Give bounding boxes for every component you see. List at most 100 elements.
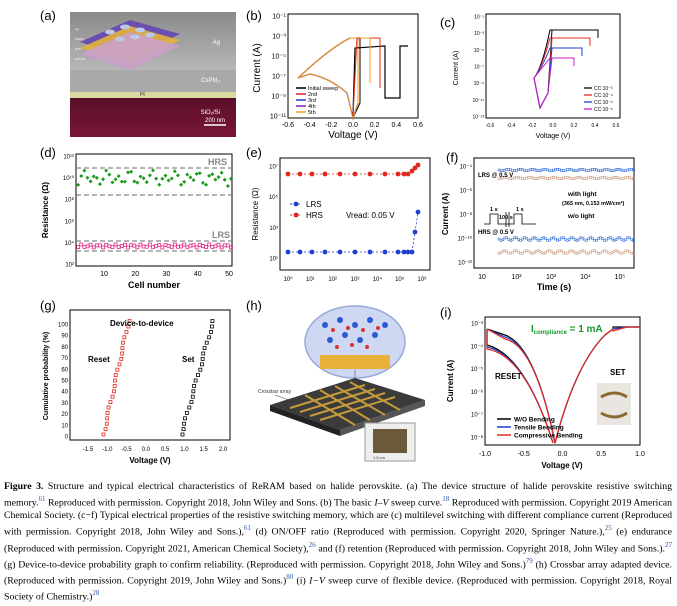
c-legend-entry: CC:10⁻⁴ <box>594 93 613 99</box>
d-lrs-point <box>163 243 168 247</box>
f-hrs-dark-point <box>560 249 563 253</box>
y-tick-label: 10³ <box>269 226 278 232</box>
e-legend-entry: LRS <box>306 200 322 209</box>
d-lrs-point <box>185 245 190 250</box>
f-hrs-dark-point <box>593 249 596 252</box>
d-lrs-point <box>166 243 171 248</box>
h-crossbar-label: Crossbar array <box>258 389 292 395</box>
y-tick-label: 10 <box>61 423 68 429</box>
y-tick-label: 10⁴ <box>65 240 75 247</box>
y-tick-label: 10² <box>65 263 74 269</box>
panel-label-d: (d) <box>40 145 56 160</box>
f-hrs-dark-point <box>583 250 587 253</box>
f-hrs-light-point <box>614 238 618 242</box>
e-hrs-point <box>395 171 401 177</box>
d-lrs-point <box>160 245 165 250</box>
e-ylabel: Resistance (Ω) <box>251 187 260 240</box>
d-lrs-point <box>207 242 212 247</box>
g-set-point <box>187 405 192 410</box>
f-hrs-dark-point <box>577 251 581 254</box>
d-hrs-point <box>147 173 152 178</box>
d-lrs-point <box>101 245 105 250</box>
f-hrs-dark-point <box>499 251 503 254</box>
i-ylabel: Current (A) <box>446 360 455 403</box>
y-tick-label: 10⁻⁵ <box>471 366 484 373</box>
x-tick-label: 10² <box>511 274 522 281</box>
i-compliance: Icompliance = 1 mA <box>531 324 603 336</box>
d-hrs-point <box>194 171 199 176</box>
f-hrs-light-point <box>552 236 555 239</box>
d-hrs-point <box>182 179 187 184</box>
i-curve-2 <box>486 326 640 444</box>
stack-label-2: CsPbI₃ <box>75 37 85 41</box>
e-hrs-point <box>352 171 358 177</box>
d-hrs-point <box>219 170 224 175</box>
f-hrs-light-point <box>505 236 509 239</box>
c-curve-3 <box>533 57 575 110</box>
g-reset-point <box>106 405 111 410</box>
g-reset-point <box>105 416 110 421</box>
x-tick-label: 50 <box>225 271 233 278</box>
f-hrs-light-point <box>575 239 579 242</box>
x-tick-label: -0.6 <box>486 123 495 129</box>
f-hrs-light-point <box>525 236 528 240</box>
d-lrs-point <box>225 243 230 248</box>
f-light-cond: (365 nm, 0.153 mW/cm²) <box>562 200 625 207</box>
g-set-point <box>181 427 186 431</box>
x-tick-label: 10 <box>478 274 486 281</box>
d-lrs-point <box>94 243 99 248</box>
x-tick-label: -1.0 <box>102 447 113 453</box>
c-legend-entry: CC:10⁻⁶ <box>594 107 613 113</box>
d-xlabel: Cell number <box>128 280 181 290</box>
y-tick-label: 10⁻⁵ <box>272 54 286 61</box>
d-hrs-point <box>119 179 124 184</box>
y-tick-label: 70 <box>61 356 68 362</box>
d-lrs-point <box>123 242 127 247</box>
panel-d-chart: 10¹² 10¹⁰ 10⁸ 10⁶ 10⁴ 10² 10 20 30 40 50 HRS LRS C… <box>41 153 233 290</box>
x-tick-label: 40 <box>194 271 202 278</box>
f-pulse-2: 100 s <box>499 215 513 221</box>
i-reset: RESET <box>495 372 522 381</box>
x-tick-label: -0.5 <box>518 451 530 458</box>
d-hrs-point <box>151 168 155 173</box>
d-hrs-point <box>79 174 84 179</box>
scale-bar: 200 nm <box>205 118 225 124</box>
g-set-point <box>210 324 214 329</box>
d-lrs-point <box>110 245 115 249</box>
panel-label-f: (f) <box>446 150 459 165</box>
d-hrs-point <box>91 174 96 179</box>
g-reset-point <box>113 373 118 377</box>
g-set-point <box>198 367 203 372</box>
y-tick-label: 50 <box>61 379 68 385</box>
y-tick-label: 10⁻¹⁰ <box>458 236 473 243</box>
d-hrs-point <box>163 173 168 178</box>
x-tick-label: -0.6 <box>282 122 294 129</box>
d-hrs-point <box>179 182 184 187</box>
i-legend-entry: Tensile Bending <box>514 425 564 432</box>
g-set-point <box>182 421 186 426</box>
x-tick-label: 10³ <box>546 274 557 281</box>
g-set-point <box>201 351 206 356</box>
x-tick-label: 0.0 <box>348 122 358 129</box>
g-reset-point <box>112 389 116 394</box>
f-hrs-light-point <box>601 237 604 240</box>
d-hrs-point <box>197 171 202 176</box>
x-tick-label: 10⁰ <box>283 276 293 283</box>
g-reset-point <box>120 346 125 350</box>
f-hrs-dark-point <box>554 252 557 255</box>
f-hrs-light-point <box>618 236 622 239</box>
g-set-point <box>189 400 194 404</box>
d-hrs-point <box>138 174 143 179</box>
panel-label-g: (g) <box>40 298 56 313</box>
panel-label-c: (c) <box>440 15 456 30</box>
d-hrs-point <box>200 180 205 185</box>
layer-pt: Pt <box>140 92 145 98</box>
g-reset-point <box>117 362 122 367</box>
f-hrs-light-point <box>632 239 635 242</box>
b-legend-entry: 3rd <box>308 98 316 104</box>
panel-label-e: (e) <box>246 145 262 160</box>
y-tick-label: 0 <box>65 435 69 441</box>
g-set-point <box>183 416 187 421</box>
y-tick-label: 10⁻³ <box>272 34 286 41</box>
